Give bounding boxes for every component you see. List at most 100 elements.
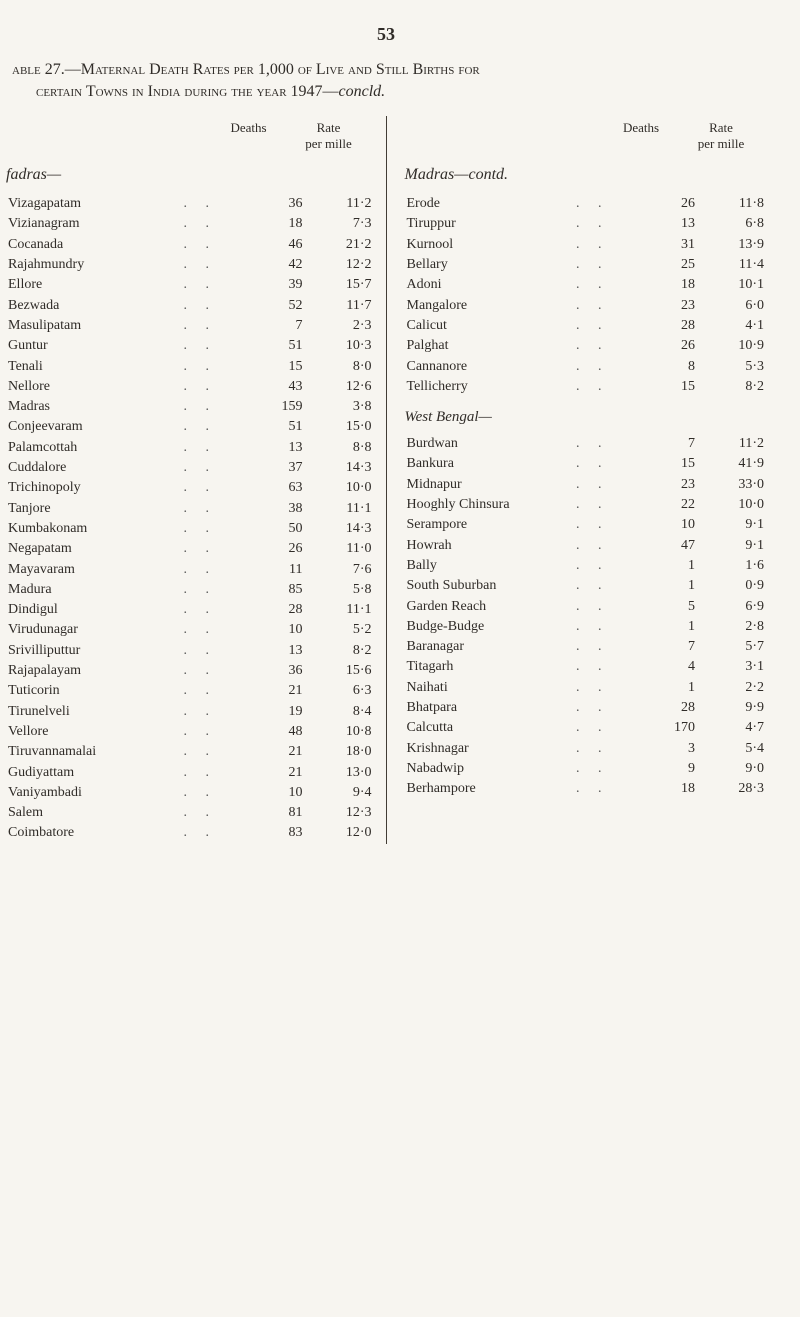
row-deaths: 51 <box>246 336 305 356</box>
row-deaths: 10 <box>246 620 305 640</box>
table-row: Cocanada. .4621·2 <box>6 235 374 255</box>
row-rate: 9·9 <box>697 698 766 718</box>
row-deaths: 23 <box>638 475 697 495</box>
row-rate: 11·2 <box>305 194 374 214</box>
row-name: Conjeevaram <box>6 417 182 437</box>
row-deaths: 10 <box>638 515 697 535</box>
table-row: Calicut. .284·1 <box>405 316 767 336</box>
row-dots: . . <box>574 698 638 718</box>
row-name: Guntur <box>6 336 182 356</box>
row-rate: 5·3 <box>697 357 766 377</box>
row-name: Tiruvannamalai <box>6 742 182 762</box>
row-deaths: 13 <box>246 438 305 458</box>
row-dots: . . <box>182 560 246 580</box>
row-rate: 7·3 <box>305 214 374 234</box>
row-name: Palamcottah <box>6 438 182 458</box>
row-rate: 5·8 <box>305 580 374 600</box>
row-deaths: 36 <box>246 194 305 214</box>
row-name: Budge-Budge <box>405 617 575 637</box>
row-dots: . . <box>574 336 638 356</box>
row-rate: 7·6 <box>305 560 374 580</box>
row-rate: 5·4 <box>697 739 766 759</box>
row-name: Tirunelveli <box>6 702 182 722</box>
table-row: Nellore. .4312·6 <box>6 377 374 397</box>
table-row: Mangalore. .236·0 <box>405 296 767 316</box>
row-dots: . . <box>182 580 246 600</box>
row-name: Madras <box>6 397 182 417</box>
row-name: Baranagar <box>405 637 575 657</box>
row-dots: . . <box>574 739 638 759</box>
table-row: Adoni. .1810·1 <box>405 275 767 295</box>
table-row: Coimbatore. .8312·0 <box>6 823 374 843</box>
row-name: Vizianagram <box>6 214 182 234</box>
row-dots: . . <box>182 235 246 255</box>
row-deaths: 37 <box>246 458 305 478</box>
row-rate: 8·2 <box>697 377 766 397</box>
row-dots: . . <box>182 255 246 275</box>
table-row: Calcutta. .1704·7 <box>405 718 767 738</box>
row-rate: 0·9 <box>697 576 766 596</box>
row-rate: 11·1 <box>305 600 374 620</box>
header-deaths: Deaths <box>606 120 676 152</box>
row-deaths: 1 <box>638 678 697 698</box>
row-rate: 10·3 <box>305 336 374 356</box>
table-row: Tellicherry. .158·2 <box>405 377 767 397</box>
row-rate: 21·2 <box>305 235 374 255</box>
left-table: Vizagapatam. .3611·2Vizianagram. .187·3C… <box>6 194 374 844</box>
table-row: Palamcottah. .138·8 <box>6 438 374 458</box>
row-deaths: 26 <box>246 539 305 559</box>
row-name: Salem <box>6 803 182 823</box>
row-rate: 1·6 <box>697 556 766 576</box>
row-rate: 11·8 <box>697 194 766 214</box>
row-rate: 13·9 <box>697 235 766 255</box>
table-row: Berhampore. .1828·3 <box>405 779 767 799</box>
row-name: Cannanore <box>405 357 575 377</box>
row-deaths: 15 <box>246 357 305 377</box>
row-name: Calcutta <box>405 718 575 738</box>
table-row: Hooghly Chinsura. .2210·0 <box>405 495 767 515</box>
row-name: Midnapur <box>405 475 575 495</box>
row-deaths: 38 <box>246 499 305 519</box>
row-dots: . . <box>574 637 638 657</box>
table-row: Mayavaram. .117·6 <box>6 560 374 580</box>
row-name: Rajahmundry <box>6 255 182 275</box>
row-dots: . . <box>574 597 638 617</box>
row-dots: . . <box>182 722 246 742</box>
table-row: Baranagar. .75·7 <box>405 637 767 657</box>
table-row: Erode. .2611·8 <box>405 194 767 214</box>
table-row: Serampore. .109·1 <box>405 515 767 535</box>
row-dots: . . <box>574 377 638 397</box>
table-row: Tenali. .158·0 <box>6 357 374 377</box>
table-row: Gudiyattam. .2113·0 <box>6 763 374 783</box>
row-deaths: 15 <box>638 377 697 397</box>
row-dots: . . <box>574 678 638 698</box>
table-row: Negapatam. .2611·0 <box>6 539 374 559</box>
row-deaths: 5 <box>638 597 697 617</box>
right-subhead: West Bengal— <box>405 397 767 434</box>
row-rate: 2·3 <box>305 316 374 336</box>
table-row: Bally. .11·6 <box>405 556 767 576</box>
row-dots: . . <box>182 519 246 539</box>
row-rate: 3·1 <box>697 657 766 677</box>
row-name: Tenali <box>6 357 182 377</box>
row-name: Naihati <box>405 678 575 698</box>
table-row: Naihati. .12·2 <box>405 678 767 698</box>
row-name: Berhampore <box>405 779 575 799</box>
row-deaths: 15 <box>638 454 697 474</box>
table-row: Kumbakonam. .5014·3 <box>6 519 374 539</box>
table-row: Midnapur. .2333·0 <box>405 475 767 495</box>
table-row: Rajahmundry. .4212·2 <box>6 255 374 275</box>
row-dots: . . <box>182 458 246 478</box>
row-name: Kurnool <box>405 235 575 255</box>
table-row: Cannanore. .85·3 <box>405 357 767 377</box>
right-column-header: Deaths Rate per mille <box>405 120 767 152</box>
row-dots: . . <box>182 600 246 620</box>
row-name: Bezwada <box>6 296 182 316</box>
row-name: Krishnagar <box>405 739 575 759</box>
row-name: Tiruppur <box>405 214 575 234</box>
row-name: Negapatam <box>6 539 182 559</box>
row-rate: 12·3 <box>305 803 374 823</box>
table-row: Srivilliputtur. .138·2 <box>6 641 374 661</box>
table-title: able 27.—Maternal Death Rates per 1,000 … <box>12 59 760 102</box>
row-dots: . . <box>182 702 246 722</box>
